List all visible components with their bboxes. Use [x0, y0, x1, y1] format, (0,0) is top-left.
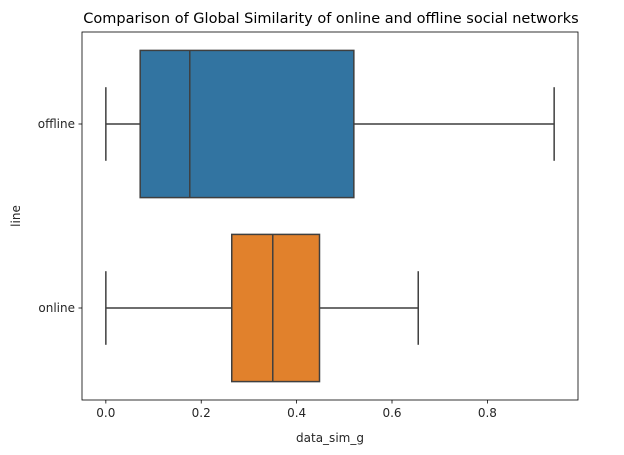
x-tick-label: 0.2	[192, 406, 211, 420]
box-layer	[105, 49, 555, 383]
chart-title: Comparison of Global Similarity of onlin…	[83, 11, 578, 27]
y-axis-label: line	[9, 205, 23, 227]
x-tick-label: 0.0	[96, 406, 115, 420]
x-tick-label: 0.4	[287, 406, 306, 420]
y-axis: offline online	[38, 117, 82, 315]
iqr-box-offline	[139, 49, 355, 199]
y-tick-label: offline	[38, 117, 75, 131]
iqr-box-online	[231, 233, 321, 383]
box-online	[105, 233, 419, 383]
box-offline	[105, 49, 555, 199]
x-tick-label: 0.8	[478, 406, 497, 420]
x-tick-label: 0.6	[382, 406, 401, 420]
x-axis: 0.0 0.2 0.4 0.6 0.8	[96, 400, 497, 420]
y-tick-label: online	[38, 301, 75, 315]
x-axis-label: data_sim_g	[296, 431, 364, 445]
